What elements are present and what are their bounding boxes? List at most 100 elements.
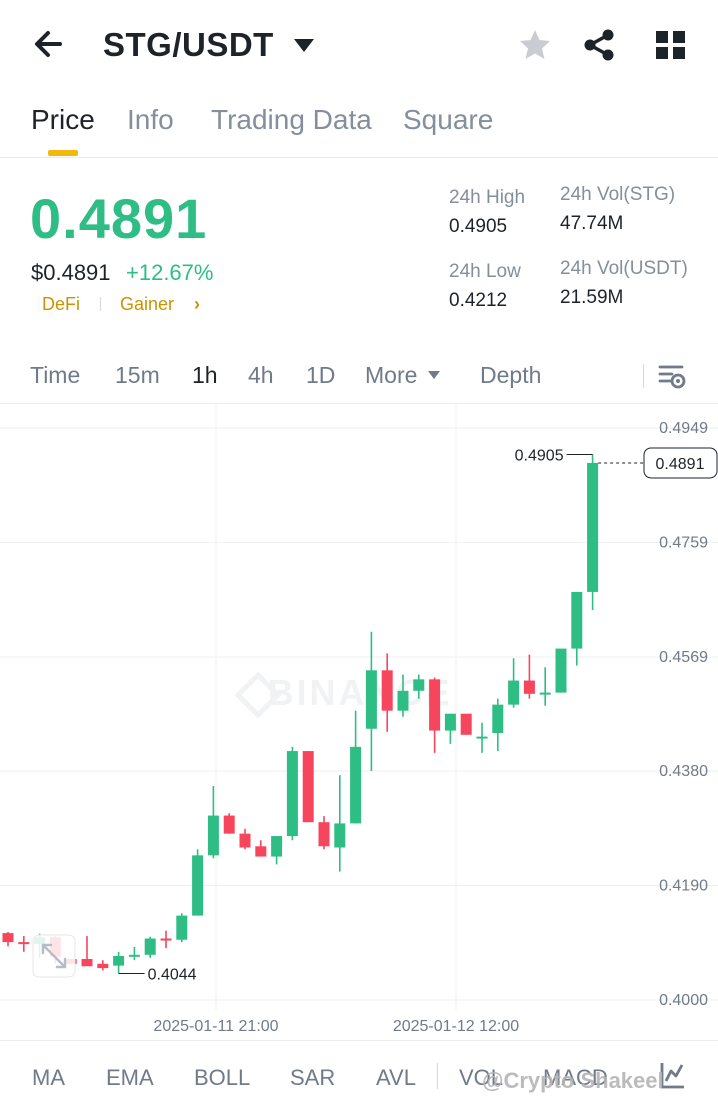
chevron-right-icon[interactable]: ›	[194, 294, 200, 314]
vol-quote-value: 21.59M	[560, 287, 624, 308]
tab-bar: Price Info Trading Data Square	[0, 96, 718, 158]
x-tick-label: 2025-01-12 12:00	[393, 1018, 519, 1035]
y-tick-label: 0.4569	[659, 649, 708, 666]
watermark-text: @Crypto Shakeel	[482, 1068, 664, 1093]
candle	[429, 679, 441, 731]
low-label: 24h Low	[449, 261, 521, 282]
grid-icon[interactable]	[652, 26, 690, 64]
tab-info[interactable]: Info	[127, 104, 174, 135]
candle	[555, 648, 567, 693]
candle	[397, 690, 409, 711]
interval-1h[interactable]: 1h	[192, 362, 218, 388]
candle	[113, 956, 125, 966]
candle	[271, 836, 283, 857]
high-label: 24h High	[449, 187, 526, 208]
high-marker-label: 0.4905	[515, 448, 564, 465]
candle	[255, 846, 267, 857]
candle	[97, 963, 109, 969]
interval-time[interactable]: Time	[30, 362, 81, 388]
share-icon[interactable]	[580, 26, 618, 64]
star-icon[interactable]	[516, 26, 554, 64]
usd-price: $0.4891	[31, 260, 111, 285]
tag-defi[interactable]: DeFi	[42, 294, 81, 314]
candle	[381, 670, 393, 711]
candle	[128, 954, 140, 957]
candle	[286, 751, 298, 837]
price-change: +12.67%	[126, 260, 214, 285]
candle	[365, 670, 377, 729]
y-tick-label: 0.4190	[659, 877, 708, 894]
binance-logo-icon	[234, 671, 282, 719]
tab-trading-data[interactable]: Trading Data	[211, 104, 372, 135]
indicator-settings-icon[interactable]	[658, 1059, 686, 1091]
last-price-tag	[643, 447, 718, 479]
candle	[413, 679, 425, 691]
tab-square[interactable]: Square	[403, 104, 494, 135]
y-tick-label: 0.4380	[659, 763, 708, 780]
candle	[176, 915, 188, 940]
candle	[350, 746, 362, 824]
divider	[437, 1063, 438, 1089]
indicator-bar: MA EMA BOLL SAR AVL VOL MACD	[0, 1040, 718, 1107]
candle	[192, 855, 204, 916]
chart-watermark: BINANCE	[267, 672, 452, 713]
caret-down-icon[interactable]	[427, 370, 441, 380]
candle	[223, 815, 235, 834]
candle	[571, 591, 583, 649]
candle	[476, 736, 488, 739]
candle	[508, 680, 520, 705]
tag-gainer[interactable]: Gainer	[120, 294, 175, 314]
candle	[144, 938, 156, 955]
last-price: 0.4891	[30, 187, 208, 250]
vol-quote-label: 24h Vol(USDT)	[560, 258, 688, 279]
low-value: 0.4212	[449, 290, 508, 311]
candle	[460, 713, 472, 735]
depth-tab[interactable]: Depth	[480, 362, 542, 388]
y-tick-label: 0.4759	[659, 535, 708, 552]
expand-icon	[41, 943, 67, 969]
interval-4h[interactable]: 4h	[248, 362, 274, 388]
y-tick-label: 0.4949	[659, 420, 708, 437]
arrow-left-icon[interactable]	[30, 24, 70, 64]
y-tick-label: 0.4000	[659, 992, 708, 1009]
candle	[18, 942, 30, 945]
candle	[539, 692, 551, 695]
candle	[302, 751, 314, 823]
candle	[444, 713, 456, 731]
last-price-tag-label: 0.4891	[656, 456, 705, 473]
indicator-macd[interactable]: MACD	[543, 1065, 608, 1090]
interval-1d[interactable]: 1D	[306, 362, 336, 388]
indicator-boll[interactable]: BOLL	[194, 1065, 251, 1090]
vol-base-value: 47.74M	[560, 213, 624, 234]
active-tab-indicator	[48, 150, 78, 156]
candle	[492, 704, 504, 733]
low-marker-label: 0.4044	[148, 966, 197, 983]
candle	[334, 823, 346, 848]
candle	[160, 938, 172, 941]
interval-bar: Time 15m 1h 4h 1D More Depth	[0, 350, 718, 404]
top-bar: STG/USDT	[0, 0, 718, 90]
candle	[587, 462, 599, 592]
x-tick-label: 2025-01-11 21:00	[153, 1018, 278, 1035]
candle	[523, 680, 535, 694]
divider	[643, 364, 644, 388]
tab-price[interactable]: Price	[31, 104, 95, 135]
high-value: 0.4905	[449, 216, 508, 237]
indicator-vol[interactable]: VOL	[459, 1065, 504, 1090]
indicator-avl[interactable]: AVL	[376, 1065, 416, 1090]
candle	[2, 933, 14, 943]
indicator-ema[interactable]: EMA	[106, 1065, 154, 1090]
chart-settings-icon[interactable]	[656, 360, 688, 392]
candle	[81, 959, 93, 967]
vol-base-label: 24h Vol(STG)	[560, 184, 676, 205]
interval-more[interactable]: More	[365, 362, 418, 388]
candle	[239, 833, 251, 848]
pair-selector[interactable]: STG/USDT	[103, 26, 274, 63]
candlestick-chart[interactable]: 0.4949 0.4759 0.4569 0.4380 0.4190 0.4000 2025…	[0, 405, 718, 1040]
candle	[318, 822, 330, 847]
interval-15m[interactable]: 15m	[115, 362, 160, 388]
indicator-sar[interactable]: SAR	[290, 1065, 336, 1090]
candle	[207, 815, 219, 856]
indicator-ma[interactable]: MA	[32, 1065, 65, 1090]
caret-down-icon[interactable]	[292, 36, 316, 56]
